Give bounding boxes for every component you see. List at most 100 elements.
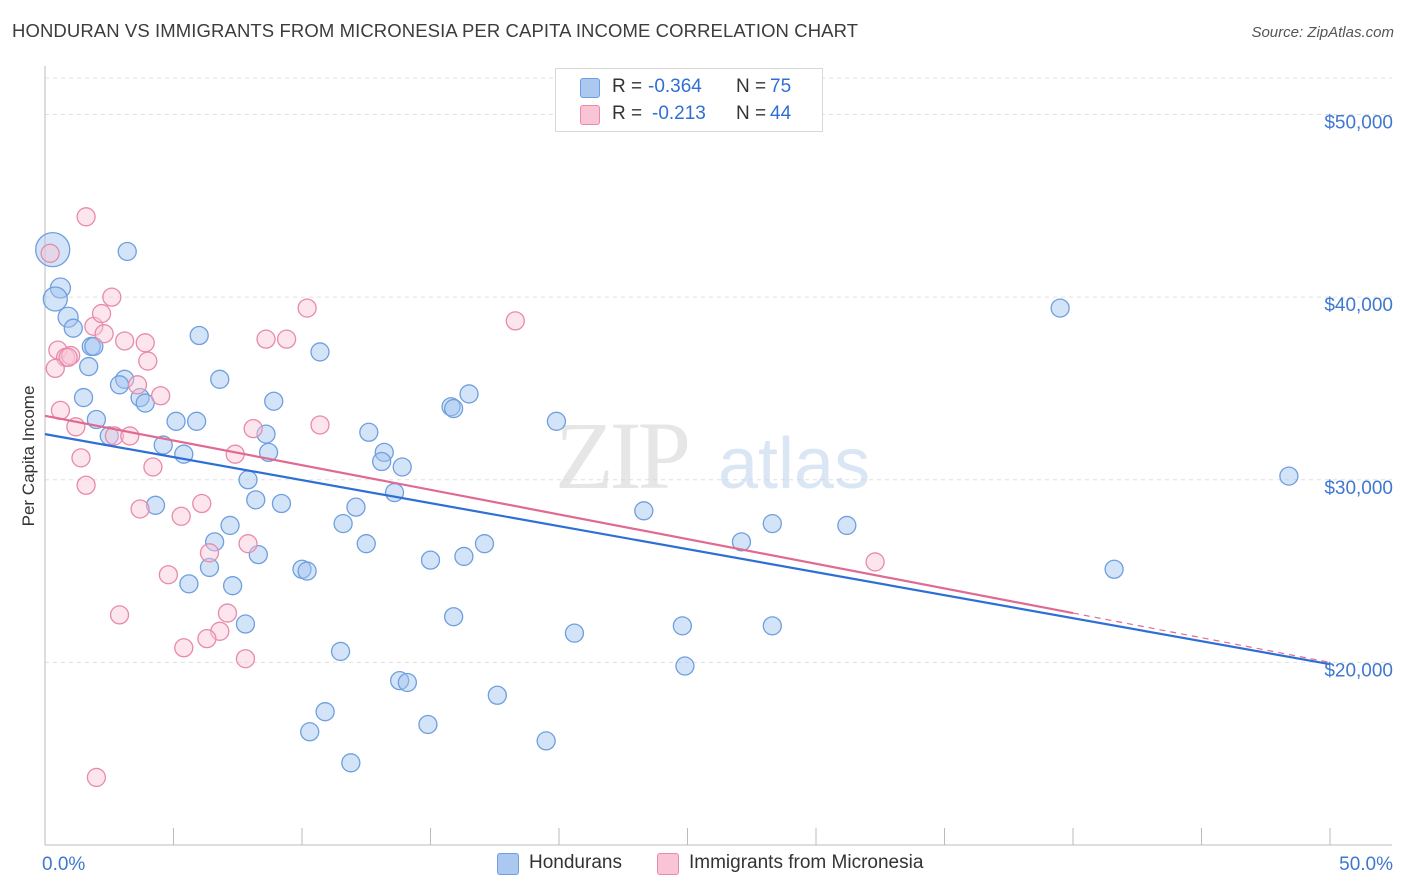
data-point [45, 358, 65, 379]
legend-swatch-hondurans [497, 853, 519, 875]
data-point [199, 557, 220, 578]
data-point [390, 670, 410, 691]
data-point [104, 426, 125, 446]
data-point [127, 375, 148, 395]
data-point [192, 493, 212, 514]
correlation-legend: R = -0.364 N = 75 R = -0.213 N = 44 [555, 68, 823, 132]
data-point [117, 241, 137, 262]
y-tick-label: $30,000 [1324, 478, 1393, 499]
x-tick-label: 0.0% [42, 854, 85, 875]
data-point [372, 451, 392, 472]
data-point [84, 336, 104, 357]
data-point [454, 546, 474, 567]
data-point [392, 457, 412, 477]
chart-title: HONDURAN VS IMMIGRANTS FROM MICRONESIA P… [12, 20, 859, 41]
data-point [474, 534, 495, 554]
axes [44, 66, 1392, 846]
trend-lines [44, 414, 1331, 666]
data-point [63, 318, 83, 338]
data-point [865, 552, 885, 572]
r-label: R = [612, 76, 643, 97]
legend-swatch-micronesia [657, 853, 679, 875]
data-point [487, 685, 507, 705]
data-point [109, 375, 130, 395]
n-value: 75 [770, 76, 792, 97]
data-point [546, 411, 567, 431]
data-point [135, 333, 155, 353]
data-point [199, 543, 220, 563]
data-point [443, 398, 464, 419]
data-point [300, 722, 320, 742]
data-point [346, 497, 366, 517]
data-point [150, 386, 171, 406]
data-point [40, 243, 60, 263]
watermark: ZIP atlas [555, 402, 870, 509]
source-credit: Source: ZipAtlas.com [1251, 24, 1394, 41]
y-tick-label: $40,000 [1324, 295, 1393, 316]
legend-label: Immigrants from Micronesia [689, 852, 924, 873]
data-point [197, 628, 217, 649]
r-label: R = [612, 103, 643, 124]
data-point [217, 603, 238, 623]
data-point [672, 616, 693, 636]
series-hondurans [35, 232, 1299, 773]
data-point [94, 324, 114, 344]
data-point [505, 311, 525, 331]
data-point [246, 490, 266, 510]
data-point [310, 342, 330, 362]
data-point [297, 561, 317, 581]
data-point [220, 515, 240, 536]
data-point [536, 731, 556, 751]
data-point [418, 714, 438, 735]
data-point [71, 448, 91, 468]
data-point [210, 369, 230, 389]
data-point [145, 495, 166, 515]
n-label: N = [736, 76, 767, 97]
data-point [120, 426, 140, 446]
legend-label: Hondurans [529, 852, 622, 873]
data-point [115, 331, 135, 351]
data-point [58, 347, 78, 368]
series-micronesia [40, 207, 885, 788]
data-point [675, 656, 695, 676]
data-point [166, 411, 186, 431]
legend-row-micronesia: R = -0.213 N = 44 [556, 101, 822, 127]
data-point [57, 306, 79, 328]
data-point [238, 470, 258, 490]
axis-labels: $20,000 $30,000 $40,000 $50,000 0.0% 50.0% [42, 113, 1393, 875]
data-point [235, 614, 256, 634]
data-point [86, 767, 107, 788]
legend-swatch-hondurans [580, 78, 600, 98]
data-point [420, 550, 441, 570]
n-label: N = [736, 103, 767, 124]
n-value: 44 [770, 103, 792, 124]
trend-line-extension [1072, 612, 1331, 663]
data-point [333, 513, 353, 534]
data-point [276, 329, 297, 349]
r-value: -0.364 [648, 76, 702, 97]
data-point [130, 499, 150, 519]
trend-line [44, 414, 1074, 615]
data-point [91, 303, 112, 324]
data-point [76, 475, 96, 495]
data-point [222, 576, 243, 596]
data-point [731, 532, 752, 552]
data-point [1050, 298, 1070, 318]
data-point [634, 501, 654, 521]
data-point [153, 435, 173, 455]
data-point [459, 384, 479, 404]
data-point [330, 641, 351, 662]
y-tick-label: $50,000 [1324, 113, 1393, 134]
data-point [264, 391, 284, 411]
data-point [42, 286, 68, 312]
grid-lines [45, 77, 1392, 663]
data-point [189, 325, 209, 346]
data-point [109, 605, 130, 625]
data-point [310, 415, 330, 435]
y-tick-label: $20,000 [1324, 660, 1393, 681]
data-point [1279, 466, 1299, 486]
data-point [443, 607, 464, 627]
data-point [135, 393, 155, 413]
r-value: -0.213 [652, 103, 706, 124]
